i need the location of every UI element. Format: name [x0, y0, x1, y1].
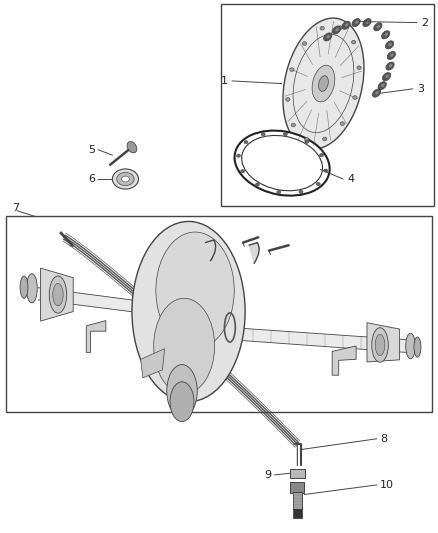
Ellipse shape: [353, 96, 357, 99]
Ellipse shape: [283, 133, 287, 136]
Ellipse shape: [377, 25, 380, 28]
Bar: [290, 482, 304, 494]
Ellipse shape: [241, 169, 244, 173]
Ellipse shape: [352, 19, 360, 27]
Ellipse shape: [382, 72, 391, 80]
Ellipse shape: [302, 42, 307, 45]
Ellipse shape: [385, 41, 394, 49]
Ellipse shape: [156, 232, 234, 349]
Ellipse shape: [340, 122, 345, 125]
Ellipse shape: [299, 190, 303, 193]
Ellipse shape: [320, 26, 325, 30]
Ellipse shape: [255, 183, 259, 186]
Ellipse shape: [387, 51, 396, 60]
Ellipse shape: [290, 68, 294, 71]
Ellipse shape: [305, 140, 309, 143]
Ellipse shape: [49, 276, 67, 313]
Ellipse shape: [363, 19, 371, 27]
Ellipse shape: [389, 43, 392, 46]
Ellipse shape: [312, 65, 335, 102]
Text: 1: 1: [221, 76, 228, 86]
Ellipse shape: [132, 221, 245, 402]
Ellipse shape: [372, 328, 389, 362]
Text: 4: 4: [347, 174, 354, 184]
Text: 10: 10: [380, 480, 394, 490]
Ellipse shape: [170, 382, 194, 422]
Ellipse shape: [291, 123, 295, 127]
Ellipse shape: [53, 284, 63, 306]
Ellipse shape: [381, 31, 390, 39]
Ellipse shape: [127, 142, 137, 153]
Ellipse shape: [374, 23, 382, 31]
Ellipse shape: [167, 365, 197, 418]
Text: 2: 2: [421, 18, 428, 28]
Text: 8: 8: [380, 434, 387, 444]
Ellipse shape: [345, 23, 348, 26]
Ellipse shape: [286, 98, 290, 101]
Ellipse shape: [283, 18, 364, 149]
Text: 3: 3: [417, 84, 424, 94]
Ellipse shape: [336, 28, 339, 31]
Ellipse shape: [385, 33, 388, 36]
Ellipse shape: [261, 133, 265, 136]
Text: 6: 6: [88, 174, 95, 184]
Ellipse shape: [113, 169, 138, 189]
Polygon shape: [39, 288, 152, 314]
Polygon shape: [230, 327, 406, 352]
Ellipse shape: [235, 131, 330, 196]
PathPatch shape: [249, 243, 259, 264]
Bar: [293, 492, 302, 510]
Ellipse shape: [414, 337, 421, 357]
Ellipse shape: [237, 154, 240, 157]
Ellipse shape: [375, 91, 379, 94]
Text: 5: 5: [88, 145, 95, 155]
Ellipse shape: [320, 154, 324, 157]
Polygon shape: [332, 346, 356, 375]
Bar: [6, 216, 432, 413]
Polygon shape: [141, 349, 165, 378]
Bar: [290, 469, 305, 478]
Ellipse shape: [244, 141, 248, 144]
Ellipse shape: [324, 169, 328, 172]
Polygon shape: [367, 322, 399, 362]
Ellipse shape: [324, 33, 332, 41]
Bar: [221, 4, 434, 206]
Ellipse shape: [332, 26, 341, 34]
Ellipse shape: [351, 41, 356, 44]
Ellipse shape: [375, 334, 385, 356]
Polygon shape: [41, 268, 73, 321]
Ellipse shape: [378, 82, 386, 90]
Ellipse shape: [366, 21, 369, 24]
Text: 7: 7: [12, 203, 19, 213]
Ellipse shape: [26, 273, 37, 303]
Ellipse shape: [117, 172, 134, 185]
Ellipse shape: [318, 76, 328, 92]
Ellipse shape: [406, 333, 415, 359]
Ellipse shape: [20, 276, 28, 298]
Ellipse shape: [154, 298, 215, 394]
Ellipse shape: [304, 138, 309, 141]
Ellipse shape: [357, 66, 361, 70]
Polygon shape: [86, 320, 106, 352]
Ellipse shape: [322, 137, 327, 141]
Ellipse shape: [327, 35, 330, 38]
Ellipse shape: [316, 182, 320, 185]
Ellipse shape: [338, 26, 343, 29]
PathPatch shape: [205, 240, 216, 261]
Ellipse shape: [381, 84, 384, 87]
Ellipse shape: [372, 89, 381, 97]
Ellipse shape: [342, 21, 350, 29]
Ellipse shape: [355, 21, 358, 24]
Bar: [293, 509, 302, 519]
Text: 9: 9: [264, 470, 271, 480]
Ellipse shape: [389, 64, 392, 67]
Ellipse shape: [390, 54, 393, 56]
Ellipse shape: [121, 176, 129, 182]
Ellipse shape: [277, 190, 281, 193]
Ellipse shape: [386, 62, 394, 70]
Ellipse shape: [385, 75, 389, 78]
